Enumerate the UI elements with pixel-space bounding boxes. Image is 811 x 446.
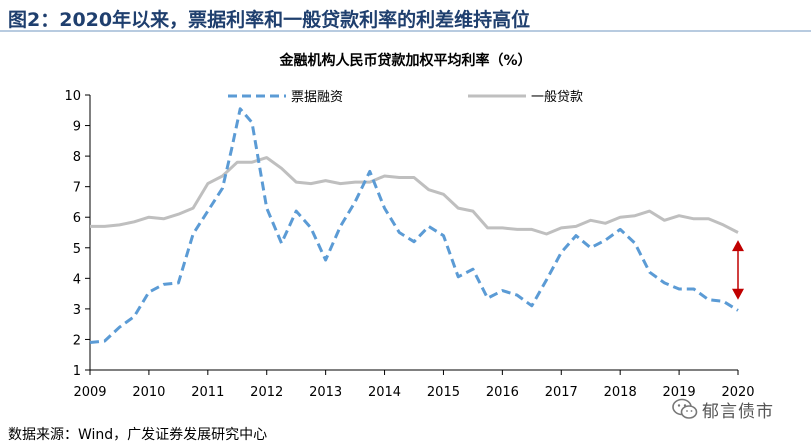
x-tick-label: 2019	[663, 385, 696, 400]
y-tick-label: 4	[73, 272, 81, 287]
data-source-note: 数据来源：Wind，广发证券发展研究中心	[8, 427, 268, 443]
x-tick-label: 2016	[486, 385, 519, 400]
series-line-bill-financing	[89, 107, 739, 344]
y-tick-label: 6	[73, 211, 81, 226]
y-tick-label: 9	[73, 120, 81, 135]
x-tick-label: 2009	[73, 385, 106, 400]
x-tick-label: 2012	[250, 385, 283, 400]
figure-title: 图2：2020年以来，票据利率和一般贷款利率的利差维持高位	[8, 9, 531, 31]
x-tick-label: 2018	[604, 385, 637, 400]
x-tick-label: 2015	[427, 385, 460, 400]
y-tick-label: 1	[73, 364, 81, 379]
x-tick-label: 2013	[309, 385, 342, 400]
watermark: 郁言债市	[672, 396, 808, 422]
y-tick-label: 5	[73, 242, 81, 257]
x-tick-label: 2010	[132, 385, 165, 400]
y-tick-label: 3	[73, 303, 81, 318]
wechat-icon	[672, 398, 698, 419]
y-tick-label: 8	[73, 150, 81, 165]
figure-header: 图2：2020年以来，票据利率和一般贷款利率的利差维持高位	[0, 0, 811, 32]
x-tick-label: 2020	[721, 385, 754, 400]
series-line-general-loans	[90, 156, 739, 236]
y-tick-label: 10	[64, 89, 81, 104]
chart-title: 金融机构人民币贷款加权平均利率（%）	[279, 53, 532, 69]
y-tick-label: 7	[73, 181, 81, 196]
legend-item-bill-financing-label: 票据融资	[291, 90, 343, 105]
x-tick-label: 2011	[191, 385, 224, 400]
spread-arrow-head-top	[732, 240, 744, 252]
watermark-text: 郁言债市	[702, 401, 774, 422]
legend-item-general-loans-label: 一般贷款	[531, 89, 583, 105]
x-tick-label: 2014	[368, 385, 401, 400]
spread-arrow-head-bottom	[732, 288, 744, 300]
y-tick-label: 2	[73, 333, 81, 348]
x-tick-label: 2017	[545, 385, 578, 400]
